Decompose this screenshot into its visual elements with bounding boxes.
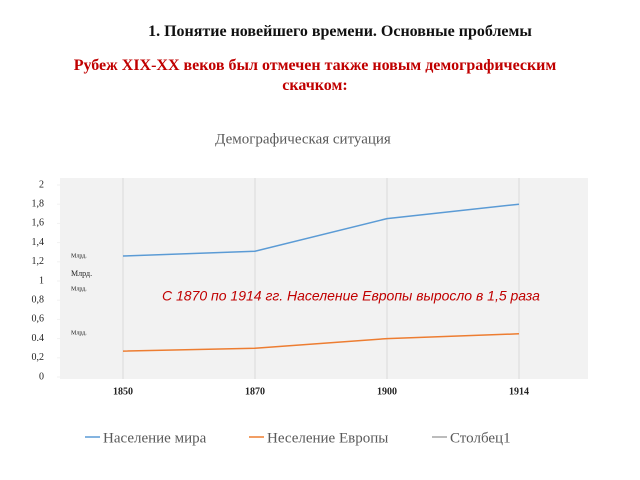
y-tick-label: 0,6 (32, 314, 45, 325)
unit-label: Млрд. (71, 286, 87, 292)
x-tick-label: 1900 (377, 386, 397, 397)
slide-title: 1. Понятие новейшего времени. Основные п… (148, 23, 532, 40)
y-tick-label: 1,6 (32, 218, 45, 229)
legend-label: Столбец1 (450, 430, 511, 446)
x-tick-label: 1850 (113, 386, 133, 397)
unit-label: Млрд. (71, 330, 87, 336)
y-tick-label: 1,2 (32, 256, 45, 267)
x-tick-label: 1870 (245, 386, 265, 397)
y-tick-label: 0,8 (32, 294, 45, 305)
series-line (122, 203, 520, 257)
y-tick-label: 1 (39, 275, 44, 286)
y-tick-label: 1,8 (32, 198, 45, 209)
annotation: С 1870 по 1914 гг. Население Европы выро… (162, 288, 540, 304)
subtitle: Рубеж XIX-XX веков был отмечен также нов… (73, 57, 557, 94)
unit-label: Млрд. (71, 269, 92, 278)
y-tick-label: 2 (39, 179, 44, 190)
y-tick-label: 1,4 (32, 237, 45, 248)
unit-label: Млрд. (71, 253, 87, 259)
x-tick-label: 1914 (509, 386, 529, 397)
y-tick-label: 0,2 (32, 352, 45, 363)
legend-label: Неселение Европы (267, 430, 388, 446)
plot-area (60, 178, 588, 379)
legend-label: Население мира (103, 430, 207, 446)
chart-title: Демографическая ситуация (215, 131, 391, 147)
y-tick-label: 0.4 (32, 333, 45, 344)
y-tick-label: 0 (39, 371, 44, 382)
series-line (122, 333, 520, 352)
